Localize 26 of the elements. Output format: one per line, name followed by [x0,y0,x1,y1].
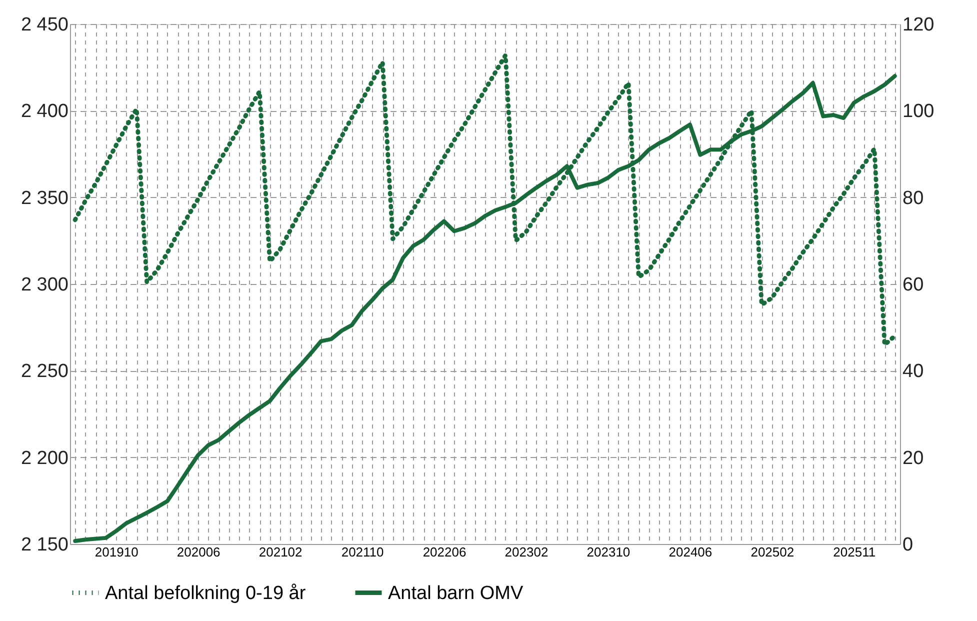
y-tick-label: 2 150 [20,534,68,556]
y2-tick-label: 120 [902,14,934,36]
x-tick-label: 202206 [422,544,466,560]
y2-tick-label: 80 [902,188,924,209]
x-tick-label: 202502 [750,544,794,560]
x-tick-label: 202102 [258,544,302,560]
y2-tick-label: 0 [902,534,914,556]
x-tick-label: 201910 [94,544,138,560]
x-tick-label: 202006 [176,544,220,560]
y-tick-label: 2 200 [20,448,68,469]
legend-label: Antal befolkning 0-19 år [105,582,306,604]
x-tick-label: 202511 [833,544,876,560]
y-tick-label: 2 350 [20,188,68,209]
x-tick-label: 202110 [341,544,384,560]
y-tick-label: 2 300 [20,274,68,296]
x-tick-label: 202302 [504,544,548,560]
y-tick-label: 2 450 [20,14,68,36]
legend-label: Antal barn OMV [388,582,524,604]
x-tick-label: 202406 [668,544,712,560]
y2-tick-label: 20 [902,448,924,469]
y2-tick-label: 40 [902,361,924,382]
y2-tick-label: 60 [902,274,924,296]
y-tick-label: 2 250 [20,361,68,382]
y-tick-label: 2 400 [20,101,68,122]
x-tick-label: 202310 [586,544,630,560]
y2-tick-label: 100 [902,101,934,122]
